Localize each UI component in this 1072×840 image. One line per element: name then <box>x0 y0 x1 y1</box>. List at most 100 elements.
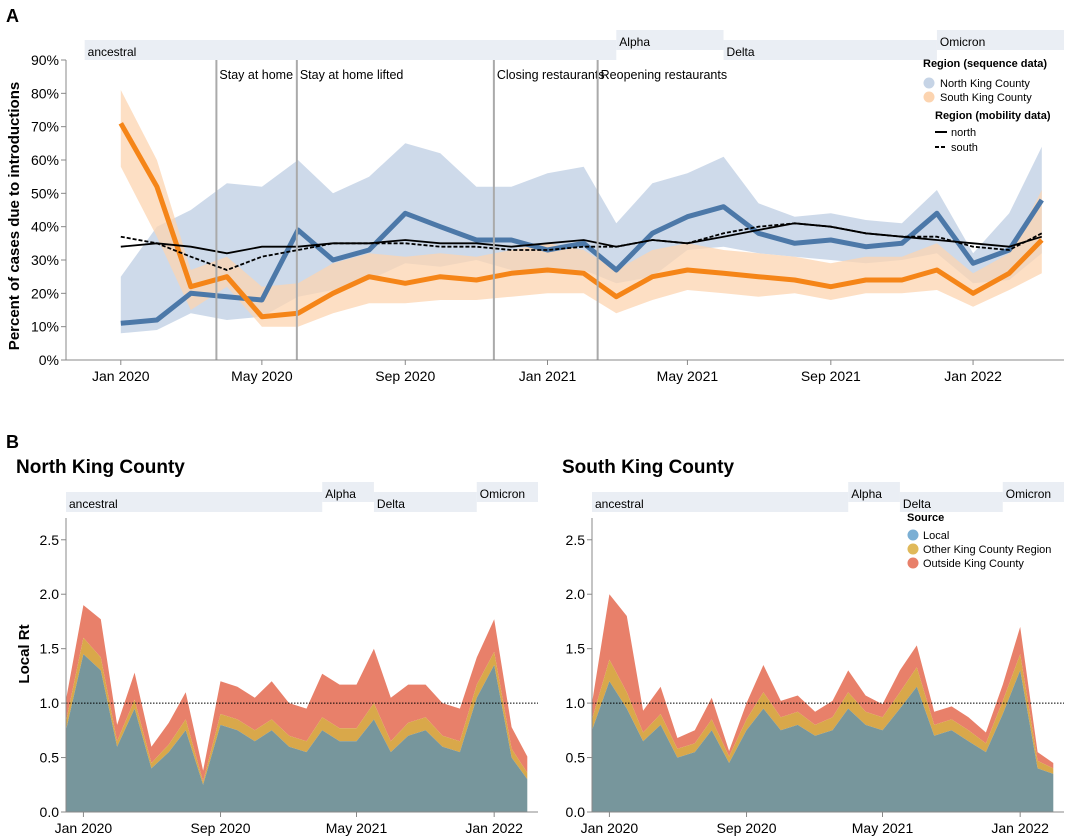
y-tick-label: 0.5 <box>566 750 586 766</box>
y-tick-label: 2.5 <box>566 532 586 548</box>
panel-b-left-chart: ancestral Alpha Delta Omicron 0.0 0.5 1.0 1.5 2.… <box>40 482 538 836</box>
x-tick-label: Jan 2020 <box>581 820 639 836</box>
variant-label-omicron: Omicron <box>1006 487 1051 501</box>
panel-a-x-tick-label: May 2021 <box>657 368 719 384</box>
legend-north-mobility-label: north <box>951 127 976 139</box>
panel-a-y-tick-label: 10% <box>31 319 59 335</box>
panel-b-legend: Source Local Other King County Region Ou… <box>907 512 1051 570</box>
legend-seq-title: Region (sequence data) <box>923 58 1047 70</box>
panel-a-x-tick-label: Jan 2021 <box>519 368 577 384</box>
legend-local-swatch <box>907 529 919 541</box>
variant-label-delta: Delta <box>377 497 405 511</box>
x-tick-label: May 2021 <box>852 820 914 836</box>
panel-a-y-tick-label: 80% <box>31 85 59 101</box>
y-tick-label: 0.0 <box>566 804 586 820</box>
variant-label-delta: Delta <box>903 497 931 511</box>
x-tick-label: May 2021 <box>326 820 388 836</box>
variant-band-omicron <box>1002 482 1064 502</box>
y-tick-label: 1.5 <box>566 641 586 657</box>
north-line <box>120 198 1044 326</box>
panel-a-letter: A <box>6 6 19 26</box>
event-label-closing-restaurants: Closing restaurants <box>497 68 605 82</box>
x-tick-label: Jan 2022 <box>991 820 1049 836</box>
event-label-stay-at-home-lifted: Stay at home lifted <box>300 68 404 82</box>
y-tick-label: 1.0 <box>566 695 586 711</box>
variant-band-alpha <box>322 482 374 502</box>
y-tick-label: 1.5 <box>40 641 60 657</box>
y-tick-label: 2.5 <box>40 532 60 548</box>
panel-a-y-tick-label: 0% <box>39 352 59 368</box>
variant-label-omicron: Omicron <box>940 35 985 49</box>
legend-outside-label: Outside King County <box>923 558 1024 570</box>
legend-south-mobility-label: south <box>951 142 978 154</box>
legend-north-label: North King County <box>940 78 1030 90</box>
panel-b-y-axis-title: Local Rt <box>16 624 33 683</box>
panel-a-legend: Region (sequence data) North King County… <box>923 58 1051 154</box>
panel-a-y-tick-label: 90% <box>31 52 59 68</box>
panel-b-letter: B <box>6 432 19 452</box>
panel-a-y-tick-label: 60% <box>31 152 59 168</box>
variant-label-ancestral: ancestral <box>69 497 118 511</box>
x-tick-label: Jan 2022 <box>465 820 523 836</box>
variant-label-alpha: Alpha <box>851 487 882 501</box>
variant-band-delta <box>723 40 937 60</box>
variant-band-omicron <box>476 482 538 502</box>
legend-other-label: Other King County Region <box>923 544 1051 556</box>
event-label-stay-at-home: Stay at home <box>219 68 293 82</box>
mobility-south-line <box>120 222 1043 271</box>
panel-b-left-title: North King County <box>16 457 185 478</box>
variant-band-omicron <box>936 30 1064 50</box>
y-tick-label: 2.0 <box>566 586 586 602</box>
variant-label-alpha: Alpha <box>619 35 650 49</box>
panel-a-x-tick-label: May 2020 <box>231 368 293 384</box>
variant-band-ancestral <box>84 40 617 60</box>
panel-a-x-tick-label: Sep 2020 <box>375 368 435 384</box>
x-tick-label: Jan 2020 <box>55 820 113 836</box>
variant-label-ancestral: ancestral <box>88 45 137 59</box>
panel-b-right-title: South King County <box>562 457 734 478</box>
panel-a-x-tick-label: Sep 2021 <box>801 368 861 384</box>
legend-south-label: South King County <box>940 92 1032 104</box>
legend-source-title: Source <box>907 512 944 524</box>
south-band <box>120 90 1042 327</box>
panel-a-y-tick-label: 30% <box>31 252 59 268</box>
variant-label-delta: Delta <box>727 45 755 59</box>
south-line <box>118 122 1044 320</box>
variant-band-delta <box>899 492 1003 512</box>
panel-a-chart: ancestral Alpha Delta Omicron Stay at home St… <box>31 30 1064 384</box>
legend-other-swatch <box>907 543 919 555</box>
panel-b-right-chart: ancestral Alpha Delta Omicron 0.0 0.5 1.0 1.5 2.… <box>566 482 1064 836</box>
panel-a-y-tick-label: 20% <box>31 285 59 301</box>
area-local <box>592 670 1054 812</box>
variant-band-alpha <box>848 482 900 502</box>
panel-a-y-tick-label: 50% <box>31 185 59 201</box>
area-local <box>66 654 528 812</box>
x-tick-label: Sep 2020 <box>717 820 777 836</box>
y-tick-label: 2.0 <box>40 586 60 602</box>
panel-a-y-tick-label: 70% <box>31 119 59 135</box>
panel-a-y-axis-title: Percent of cases due to introductions <box>6 82 23 350</box>
variant-band-delta <box>373 492 477 512</box>
variant-label-ancestral: ancestral <box>595 497 644 511</box>
legend-north-swatch <box>923 77 935 89</box>
north-band <box>120 143 1042 334</box>
legend-outside-swatch <box>907 557 919 569</box>
panel-a-x-tick-label: Jan 2020 <box>92 368 150 384</box>
legend-local-label: Local <box>923 530 949 542</box>
variant-label-alpha: Alpha <box>325 487 356 501</box>
variant-band-alpha <box>616 30 724 50</box>
y-tick-label: 0.5 <box>40 750 60 766</box>
variant-label-omicron: Omicron <box>480 487 525 501</box>
legend-south-swatch <box>923 91 935 103</box>
area-outside-king-county <box>592 594 1054 769</box>
panel-a-y-tick-label: 40% <box>31 219 59 235</box>
variant-band-ancestral <box>592 492 849 512</box>
legend-mob-title: Region (mobility data) <box>935 110 1051 122</box>
event-label-reopening-restaurants: Reopening restaurants <box>601 68 727 82</box>
variant-band-ancestral <box>66 492 323 512</box>
y-tick-label: 1.0 <box>40 695 60 711</box>
panel-a-x-tick-label: Jan 2022 <box>944 368 1002 384</box>
y-tick-label: 0.0 <box>40 804 60 820</box>
x-tick-label: Sep 2020 <box>191 820 251 836</box>
